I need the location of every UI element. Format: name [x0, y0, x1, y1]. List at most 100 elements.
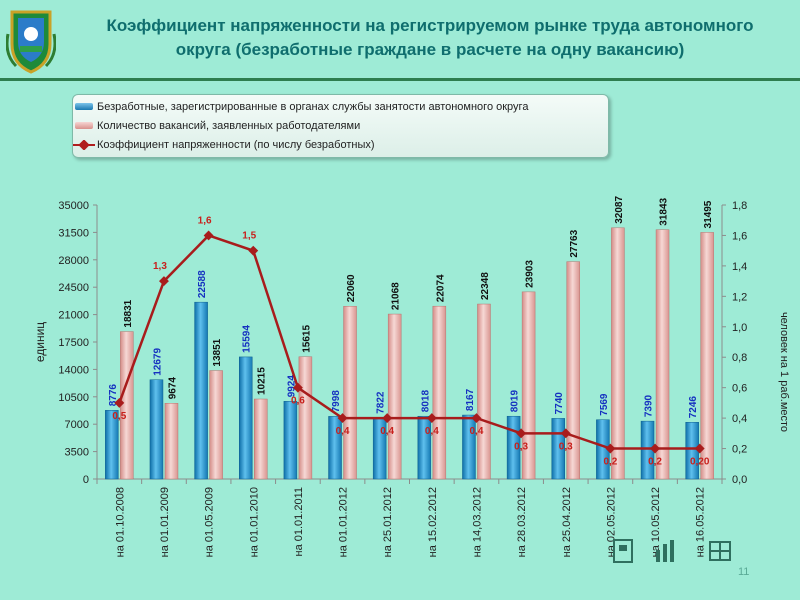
- bar-vacancies: [566, 261, 580, 480]
- data-label-ratio: 0,5: [112, 411, 126, 422]
- data-label-vacancies: 18831: [123, 299, 134, 327]
- data-label-vacancies: 13851: [212, 338, 223, 366]
- data-label-unemployed: 9924: [286, 375, 297, 398]
- slide-header: Коэффициент напряженности на регистрируе…: [0, 0, 800, 81]
- data-label-vacancies: 31843: [659, 197, 670, 225]
- data-label-unemployed: 7390: [644, 394, 655, 417]
- y-tick-label-right: 1,4: [732, 261, 747, 273]
- x-tick-label: на 16.05.2012: [695, 487, 707, 557]
- data-label-vacancies: 32087: [614, 196, 625, 224]
- bar-vacancies: [209, 370, 223, 480]
- x-tick-label: на 25.01.2012: [382, 487, 394, 557]
- legend-swatch-vacancies: [75, 122, 93, 129]
- legend-label-unemployed: Безработные, зарегистрированные в органа…: [97, 101, 529, 113]
- image-tool-icon[interactable]: [613, 539, 633, 563]
- x-tick-label: на 01.01.2012: [338, 487, 350, 557]
- bar-vacancies: [611, 227, 625, 480]
- bar-unemployed: [239, 356, 253, 480]
- bar-unemployed: [149, 379, 164, 480]
- y-tick-label-left: 0: [83, 474, 89, 486]
- data-label-ratio: 1,6: [198, 215, 212, 226]
- y-tick-label-left: 21000: [58, 310, 89, 322]
- bar-unemployed: [417, 415, 432, 480]
- bar-vacancies: [254, 398, 268, 480]
- header-divider: [0, 78, 800, 81]
- data-label-unemployed: 7822: [376, 391, 387, 414]
- legend-label-vacancies: Количество вакансий, заявленных работода…: [97, 120, 361, 132]
- y-tick-label-right: 1,2: [732, 291, 747, 303]
- data-label-unemployed: 8167: [465, 388, 476, 411]
- bar-unemployed: [462, 414, 476, 480]
- title-line-1: Коэффициент напряженности на регистрируе…: [106, 16, 754, 35]
- data-label-vacancies: 27763: [569, 229, 580, 257]
- page-title: Коэффициент напряженности на регистрируе…: [80, 14, 780, 62]
- table-tool-icon[interactable]: [709, 541, 731, 561]
- ratio-marker: [471, 413, 482, 424]
- ratio-marker: [516, 428, 527, 439]
- data-label-ratio: 0,2: [648, 457, 662, 468]
- data-label-unemployed: 7569: [599, 393, 610, 416]
- ratio-marker: [382, 413, 393, 424]
- bar-unemployed: [194, 301, 208, 480]
- y-tick-label-left: 14000: [58, 364, 89, 376]
- y-tick-label-left: 35000: [58, 200, 89, 212]
- ratio-marker: [248, 245, 259, 256]
- ratio-marker: [694, 443, 705, 454]
- x-tick-label: на 01.01.2011: [293, 487, 305, 557]
- legend-item-ratio: Коэффициент напряженности (по числу безр…: [73, 139, 375, 151]
- data-label-ratio: 1,5: [242, 231, 256, 242]
- bar-vacancies: [655, 229, 670, 480]
- ratio-marker: [650, 443, 660, 454]
- data-label-vacancies: 10215: [257, 367, 268, 395]
- page-number: 11: [738, 566, 750, 578]
- ratio-marker: [203, 230, 214, 241]
- data-label-ratio: 0,3: [514, 441, 528, 452]
- y-tick-label-left: 24500: [58, 282, 89, 294]
- y-tick-label-left: 17500: [58, 337, 89, 349]
- y-tick-label-right: 0,6: [732, 383, 747, 395]
- y-tick-label-right: 0,0: [732, 474, 747, 486]
- y-tick-label-right: 1,6: [732, 230, 747, 242]
- x-tick-label: на 10.05.2012: [650, 487, 662, 557]
- data-label-vacancies: 23903: [525, 260, 536, 288]
- bar-vacancies: [432, 305, 447, 480]
- series-line-ratio: [118, 234, 700, 450]
- x-tick-label: на 15.02.2012: [427, 487, 439, 557]
- data-label-unemployed: 7998: [331, 390, 342, 413]
- bar-vacancies: [343, 306, 357, 480]
- x-tick-label: на 14,03.2012: [471, 487, 483, 557]
- y-tick-label-left: 3500: [65, 447, 89, 459]
- x-tick-label: на 01.01.2009: [159, 487, 171, 557]
- y-tick-label-left: 7000: [65, 419, 89, 431]
- bar-unemployed: [328, 416, 342, 480]
- chart-tool-icon[interactable]: [656, 540, 674, 562]
- bar-vacancies: [387, 313, 402, 480]
- y-tick-label-left: 28000: [58, 255, 89, 267]
- data-label-unemployed: 8019: [510, 390, 521, 413]
- x-tick-label: на 01.10.2008: [114, 487, 126, 557]
- data-label-unemployed: 8776: [108, 384, 119, 407]
- legend-item-unemployed: Безработные, зарегистрированные в органа…: [75, 101, 529, 113]
- x-tick-label: на 01.05.2009: [204, 487, 216, 557]
- legend-swatch-unemployed: [75, 103, 93, 110]
- ratio-marker: [159, 276, 169, 287]
- title-line-2: округа (безработные граждане в расчете н…: [175, 40, 685, 59]
- legend-swatch-ratio: [73, 140, 95, 150]
- x-tick-label: на 25.04.2012: [561, 487, 573, 557]
- data-label-unemployed: 7740: [554, 392, 565, 415]
- data-label-vacancies: 31495: [703, 200, 714, 228]
- y-tick-label-right: 0,8: [732, 352, 747, 364]
- legend-label-ratio: Коэффициент напряженности (по числу безр…: [97, 139, 375, 151]
- y-axis-title-right: человек на 1 раб.место: [778, 312, 790, 432]
- y-tick-label-left: 10500: [58, 392, 89, 404]
- bar-vacancies: [164, 403, 179, 480]
- y-tick-label-right: 1,8: [732, 200, 747, 212]
- bar-unemployed: [685, 422, 699, 480]
- legend-item-vacancies: Количество вакансий, заявленных работода…: [75, 120, 361, 132]
- data-label-unemployed: 12679: [152, 347, 163, 375]
- bar-vacancies: [700, 232, 714, 480]
- data-label-unemployed: 7246: [688, 396, 699, 419]
- bar-unemployed: [283, 401, 298, 480]
- data-label-ratio: 0,2: [603, 457, 617, 468]
